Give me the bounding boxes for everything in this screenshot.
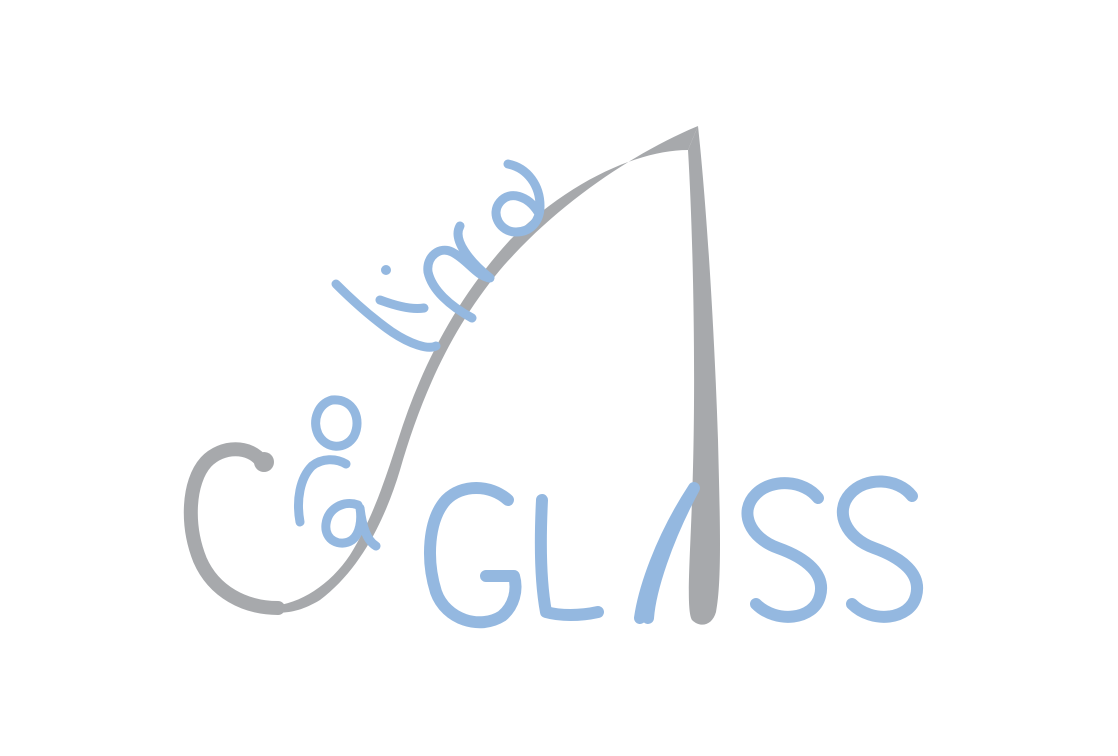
letter-o	[311, 395, 362, 451]
letter-a-glass	[634, 482, 700, 624]
letter-g	[424, 482, 522, 629]
letter-a-2	[491, 159, 545, 237]
word-glass	[424, 475, 924, 629]
letter-a-1	[321, 499, 381, 551]
letter-l	[331, 279, 441, 352]
letter-i-dot	[381, 265, 391, 275]
letter-s-1	[741, 477, 828, 623]
c-terminal	[254, 452, 274, 472]
letter-s-2	[836, 475, 924, 623]
sail-mast	[688, 126, 720, 625]
letter-r	[294, 455, 351, 527]
letter-n	[423, 221, 495, 323]
letter-l-glass	[534, 494, 604, 621]
letter-i	[375, 295, 429, 313]
c-stroke	[183, 442, 285, 615]
word-arolina	[294, 159, 545, 551]
sail-shape	[270, 126, 720, 625]
letter-c-gray	[183, 442, 285, 615]
